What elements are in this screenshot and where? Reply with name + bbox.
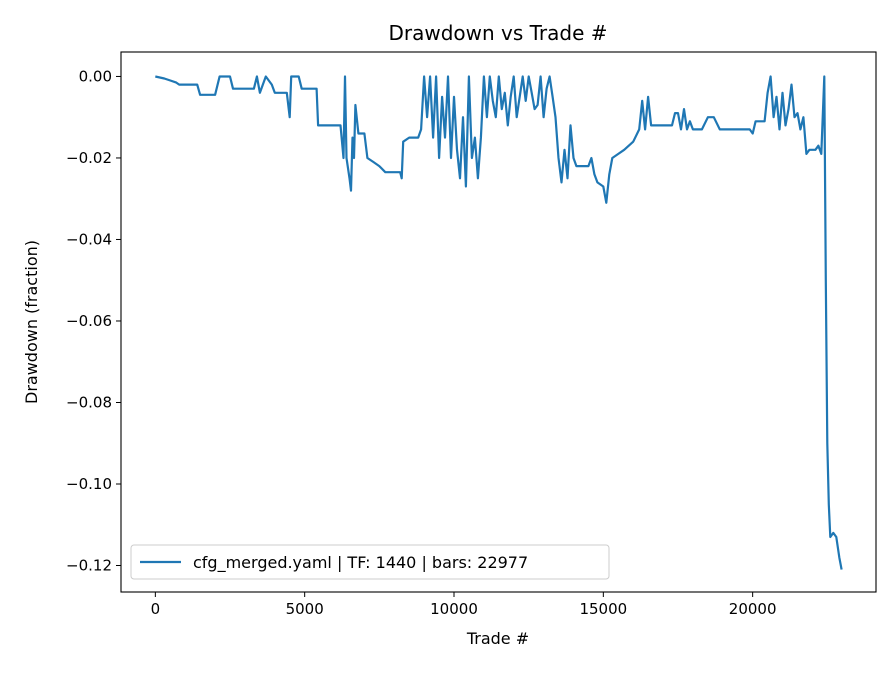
x-axis: 0 5000 10000 15000 20000 (151, 592, 777, 618)
x-tick-label: 10000 (430, 600, 478, 618)
y-tick-label: −0.08 (66, 393, 112, 411)
legend: cfg_merged.yaml | TF: 1440 | bars: 22977 (130, 544, 610, 580)
axes-frame (120, 51, 877, 593)
y-tick-label: −0.12 (66, 557, 112, 575)
x-tick-label: 15000 (579, 600, 627, 618)
y-axis-label: Drawdown (fraction) (22, 240, 41, 404)
y-tick-label: −0.04 (66, 230, 112, 248)
chart-title: Drawdown vs Trade # (388, 21, 607, 45)
y-tick-label: −0.10 (66, 475, 112, 493)
y-tick-label: −0.06 (66, 312, 112, 330)
series-line (155, 75, 843, 570)
x-tick-label: 0 (151, 600, 161, 618)
legend-label: cfg_merged.yaml | TF: 1440 | bars: 22977 (193, 553, 528, 573)
plot-area (155, 75, 843, 570)
legend-box (130, 544, 610, 580)
x-tick-label: 20000 (729, 600, 777, 618)
x-tick-label: 5000 (286, 600, 324, 618)
y-axis: 0.00 −0.02 −0.04 −0.06 −0.08 −0.10 −0.12 (66, 67, 121, 575)
x-axis-label: Trade # (466, 629, 529, 648)
y-tick-label: −0.02 (66, 149, 112, 167)
y-tick-label: 0.00 (79, 67, 112, 85)
